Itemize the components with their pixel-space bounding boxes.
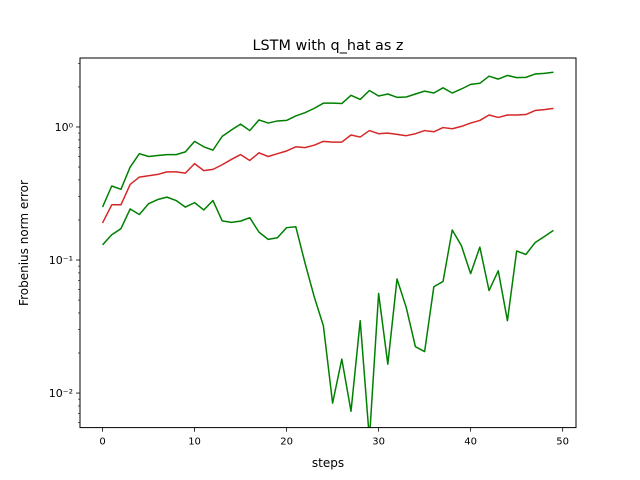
y-tick-label: 10⁻²: [49, 387, 73, 400]
y-tick-label: 10⁻¹: [49, 254, 73, 267]
chart-title: LSTM with q_hat as z: [253, 38, 404, 54]
x-tick-label: 10: [188, 437, 201, 448]
x-tick-label: 30: [372, 437, 385, 448]
x-tick-label: 20: [280, 437, 293, 448]
x-tick-label: 40: [464, 437, 477, 448]
x-tick-label: 0: [99, 437, 105, 448]
x-tick-label: 50: [556, 437, 569, 448]
plot-frame: [79, 57, 577, 429]
series-line-3: [101, 196, 554, 428]
x-axis-label: steps: [312, 456, 344, 470]
series-layer: [101, 71, 554, 428]
series-line-1: [101, 71, 554, 208]
y-tick-label: 10⁰: [55, 121, 74, 134]
y-axis-label: Frobenius norm error: [17, 180, 31, 306]
series-line-2: [101, 107, 554, 224]
